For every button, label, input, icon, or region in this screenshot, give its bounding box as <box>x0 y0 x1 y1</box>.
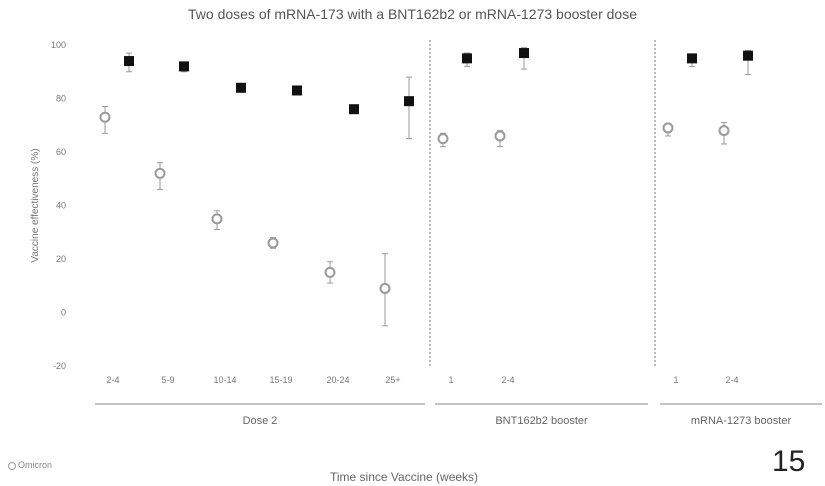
chart-title: Two doses of mRNA-173 with a BNT162b2 or… <box>188 6 637 22</box>
x-tick-label: 15-19 <box>269 375 292 385</box>
y-tick-label: 60 <box>56 147 66 157</box>
x-tick-label: 5-9 <box>161 375 174 385</box>
data-point-circle <box>211 213 223 225</box>
data-point-square <box>349 104 359 115</box>
data-point-circle <box>267 237 279 249</box>
legend: Omicron <box>8 460 52 470</box>
data-point-square <box>292 85 302 96</box>
x-tick-label: 2-4 <box>501 375 514 385</box>
data-point-square <box>236 82 246 93</box>
data-point-circle <box>494 130 506 142</box>
group-label: mRNA-1273 booster <box>691 415 792 427</box>
x-tick-label: 20-24 <box>326 375 349 385</box>
y-tick-label: 100 <box>51 40 66 50</box>
x-tick-label: 25+ <box>385 375 400 385</box>
data-point-circle <box>718 125 730 137</box>
data-point-circle <box>154 167 166 179</box>
data-point-square <box>124 56 134 67</box>
data-point-square <box>687 53 697 64</box>
group-label: BNT162b2 booster <box>495 415 588 427</box>
y-tick-label: 0 <box>61 308 66 318</box>
data-point-circle <box>379 282 391 294</box>
data-point-square <box>462 53 472 64</box>
x-tick-label: 2-4 <box>725 375 738 385</box>
legend-circle-marker <box>8 461 16 470</box>
x-tick-label: 2-4 <box>106 375 119 385</box>
group-label: Dose 2 <box>243 415 278 427</box>
data-point-circle <box>662 122 674 134</box>
x-tick-label: 10-14 <box>213 375 236 385</box>
y-tick-label: 40 <box>56 201 66 211</box>
data-point-circle <box>99 111 111 123</box>
slide-number: 15 <box>772 445 806 478</box>
legend-entry-omicron: Omicron <box>18 460 53 470</box>
data-point-circle <box>324 266 336 278</box>
x-tick-label: 1 <box>673 375 678 385</box>
data-point-circle <box>437 133 449 145</box>
x-axis-label: Time since Vaccine (weeks) <box>330 470 479 484</box>
data-point-square <box>519 48 529 59</box>
y-tick-label: 80 <box>56 94 66 104</box>
data-point-square <box>404 96 414 107</box>
y-tick-label: -20 <box>53 361 66 371</box>
y-tick-label: 20 <box>56 254 66 264</box>
x-tick-label: 1 <box>448 375 453 385</box>
data-point-square <box>179 61 189 72</box>
y-axis-label: Vaccine effectiveness (%) <box>30 148 41 262</box>
data-point-square <box>743 50 753 61</box>
